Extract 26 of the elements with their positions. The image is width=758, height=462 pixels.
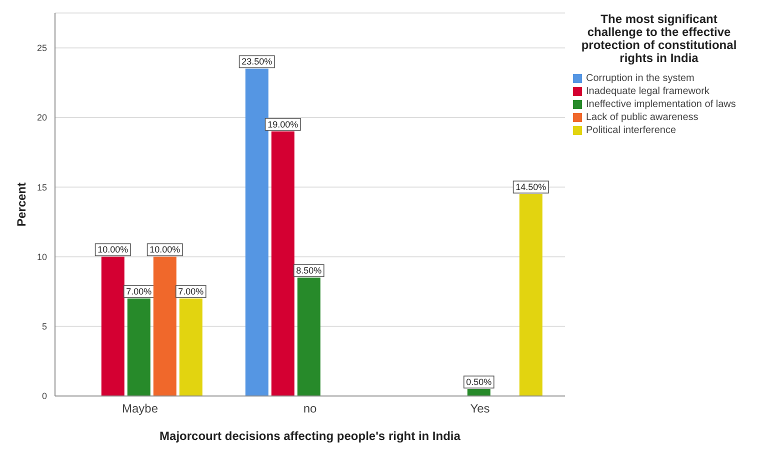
y-tick-label: 10: [36, 252, 47, 262]
legend-title: The most significant challenge to the effective protection of constitutional rights in India: [580, 12, 738, 65]
legend-label: Lack of public awareness: [586, 112, 698, 123]
y-tick-label: 0: [42, 391, 47, 402]
x-tick-label: Yes: [470, 402, 490, 416]
y-tick-label: 20: [36, 112, 47, 123]
data-label: 23.50%: [242, 56, 272, 67]
data-label: 14.50%: [516, 182, 546, 192]
data-label: 10.00%: [150, 244, 180, 255]
data-label: 10.00%: [98, 244, 128, 255]
y-tick-label: 15: [36, 182, 47, 192]
data-label: 7.00%: [178, 286, 204, 297]
x-tick-label: no: [303, 402, 317, 416]
data-label: 7.00%: [126, 286, 152, 297]
y-axis-title: Percent: [14, 182, 28, 227]
data-label: 8.50%: [296, 266, 322, 276]
legend-label: Ineffective implementation of laws: [586, 99, 736, 110]
legend-label: Corruption in the system: [586, 73, 694, 84]
y-tick-label: 5: [42, 322, 47, 332]
data-label: 0.50%: [466, 377, 492, 388]
legend-label: Inadequate legal framework: [586, 86, 710, 97]
data-label: 19.00%: [268, 119, 298, 130]
x-axis-title: Majorcourt decisions affecting people's right in India: [160, 429, 461, 443]
legend-label: Political interference: [586, 125, 676, 136]
x-tick-label: Maybe: [122, 402, 158, 416]
y-tick-label: 25: [36, 43, 47, 54]
